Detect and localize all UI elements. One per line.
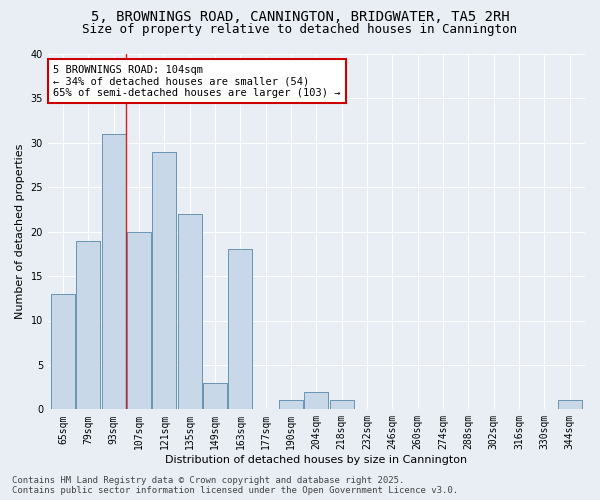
Text: Contains HM Land Registry data © Crown copyright and database right 2025.
Contai: Contains HM Land Registry data © Crown c… xyxy=(12,476,458,495)
Text: 5, BROWNINGS ROAD, CANNINGTON, BRIDGWATER, TA5 2RH: 5, BROWNINGS ROAD, CANNINGTON, BRIDGWATE… xyxy=(91,10,509,24)
Bar xyxy=(304,392,328,409)
Bar xyxy=(178,214,202,410)
Y-axis label: Number of detached properties: Number of detached properties xyxy=(15,144,25,320)
Bar xyxy=(330,400,354,409)
Bar xyxy=(152,152,176,410)
Text: Size of property relative to detached houses in Cannington: Size of property relative to detached ho… xyxy=(83,22,517,36)
Bar xyxy=(203,382,227,409)
Bar xyxy=(102,134,126,409)
Bar xyxy=(51,294,75,410)
Text: 5 BROWNINGS ROAD: 104sqm
← 34% of detached houses are smaller (54)
65% of semi-d: 5 BROWNINGS ROAD: 104sqm ← 34% of detach… xyxy=(53,64,341,98)
Bar xyxy=(229,250,253,410)
Bar xyxy=(127,232,151,410)
Bar xyxy=(76,240,100,410)
X-axis label: Distribution of detached houses by size in Cannington: Distribution of detached houses by size … xyxy=(166,455,467,465)
Bar xyxy=(558,400,582,409)
Bar xyxy=(279,400,303,409)
